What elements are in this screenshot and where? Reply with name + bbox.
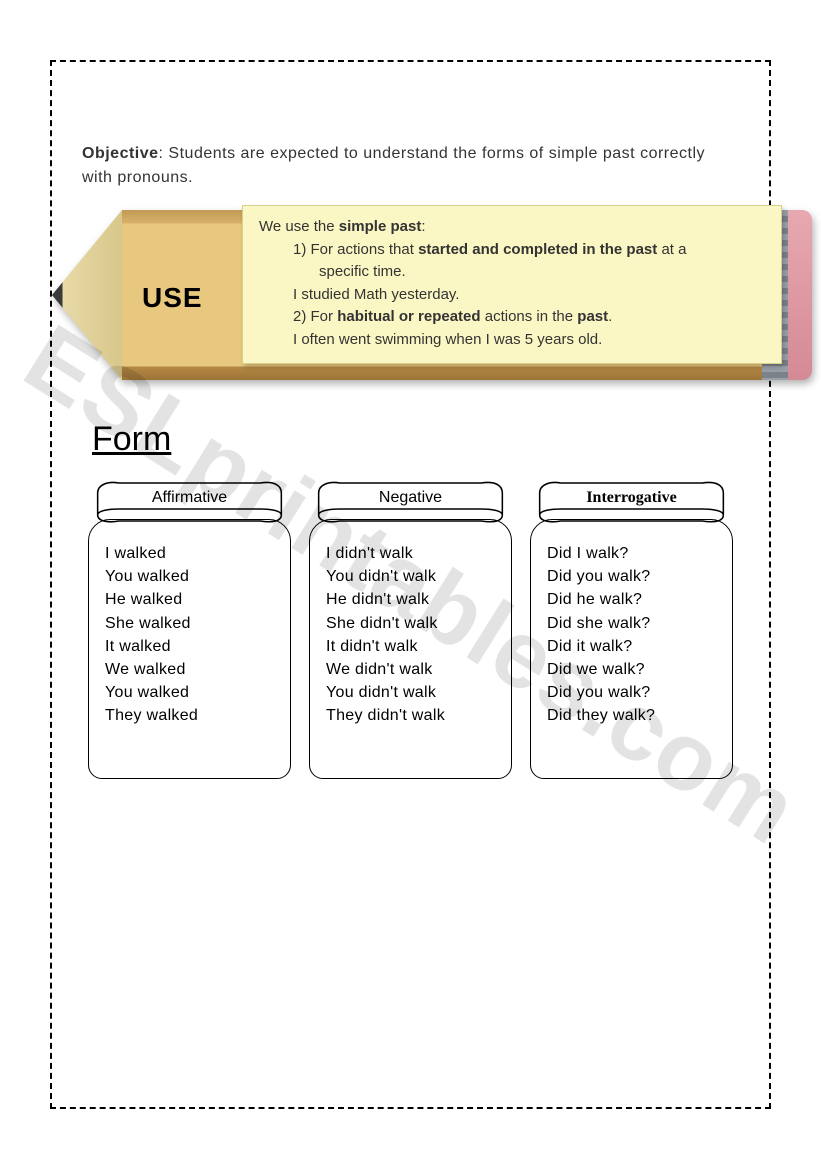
jar-list-item: Did he walk? [547, 588, 718, 611]
jar-list-item: Did we walk? [547, 658, 718, 681]
jar-list-item: He didn't walk [326, 588, 497, 611]
form-columns: AffirmativeI walkedYou walkedHe walkedSh… [82, 479, 739, 779]
jar-title: Affirmative [90, 479, 289, 517]
sticky-line3-bold2: past [577, 308, 608, 325]
sticky-line1-suffix: at a [657, 241, 686, 258]
jar-negative: NegativeI didn't walkYou didn't walkHe d… [309, 479, 512, 779]
jar-list-item: Did she walk? [547, 612, 718, 635]
jar-title: Interrogative [532, 479, 731, 517]
jar-list-item: It walked [105, 635, 276, 658]
jar-list-item: Did I walk? [547, 542, 718, 565]
sticky-intro-after: : [421, 218, 425, 235]
sticky-intro-before: We use the [259, 218, 339, 235]
jar-list-item: You didn't walk [326, 565, 497, 588]
jar-list-item: They didn't walk [326, 704, 497, 727]
jar-list-item: You walked [105, 565, 276, 588]
jar-body: I didn't walkYou didn't walkHe didn't wa… [309, 519, 512, 779]
sticky-note: We use the simple past: 1) For actions t… [242, 205, 782, 364]
pencil-tip [52, 210, 122, 380]
pencil-eraser [788, 210, 812, 380]
jar-list-item: We walked [105, 658, 276, 681]
page: Objective: Students are expected to unde… [0, 0, 821, 1169]
sticky-line3-bold1: habitual or repeated [337, 308, 480, 325]
jar-list-item: He walked [105, 588, 276, 611]
sticky-line1-prefix: 1) For actions that [293, 241, 418, 258]
jar-body: I walkedYou walkedHe walkedShe walkedIt … [88, 519, 291, 779]
sticky-line1: 1) For actions that started and complete… [259, 239, 765, 262]
jar-list-item: She walked [105, 612, 276, 635]
sticky-intro: We use the simple past: [259, 216, 765, 239]
form-heading: Form [92, 420, 739, 459]
jar-list-item: She didn't walk [326, 612, 497, 635]
sticky-line1-bold: started and completed in the past [418, 241, 657, 258]
jar-affirmative: AffirmativeI walkedYou walkedHe walkedSh… [88, 479, 291, 779]
objective-label: Objective [82, 145, 159, 162]
objective-text: : Students are expected to understand th… [82, 145, 705, 186]
jar-list-item: Did you walk? [547, 565, 718, 588]
sticky-intro-bold: simple past [339, 218, 422, 235]
sticky-line3-suffix: . [608, 308, 612, 325]
jar-list-item: You walked [105, 681, 276, 704]
jar-list-item: You didn't walk [326, 681, 497, 704]
jar-lid: Negative [311, 479, 510, 523]
jar-lid: Affirmative [90, 479, 289, 523]
jar-list-item: Did you walk? [547, 681, 718, 704]
objective-block: Objective: Students are expected to unde… [82, 142, 739, 190]
jar-list-item: They walked [105, 704, 276, 727]
sticky-line3: 2) For habitual or repeated actions in t… [259, 306, 765, 329]
jar-body: Did I walk?Did you walk?Did he walk?Did … [530, 519, 733, 779]
jar-list: Did I walk?Did you walk?Did he walk?Did … [547, 542, 718, 728]
jar-list-item: Did they walk? [547, 704, 718, 727]
use-label: USE [142, 282, 203, 314]
sticky-line3-prefix: 2) For [293, 308, 337, 325]
jar-lid: Interrogative [532, 479, 731, 523]
use-section: USE We use the simple past: 1) For actio… [82, 210, 739, 400]
jar-list: I walkedYou walkedHe walkedShe walkedIt … [105, 542, 276, 728]
jar-list-item: I didn't walk [326, 542, 497, 565]
jar-list-item: I walked [105, 542, 276, 565]
sticky-line1b: specific time. [259, 261, 765, 284]
jar-list-item: Did it walk? [547, 635, 718, 658]
jar-list-item: It didn't walk [326, 635, 497, 658]
sticky-line2: I studied Math yesterday. [259, 284, 765, 307]
sticky-line3-mid: actions in the [481, 308, 578, 325]
jar-list-item: We didn't walk [326, 658, 497, 681]
jar-interrogative: InterrogativeDid I walk?Did you walk?Did… [530, 479, 733, 779]
jar-list: I didn't walkYou didn't walkHe didn't wa… [326, 542, 497, 728]
jar-title: Negative [311, 479, 510, 517]
dashed-frame: Objective: Students are expected to unde… [50, 60, 771, 1109]
sticky-line4: I often went swimming when I was 5 years… [259, 329, 765, 352]
